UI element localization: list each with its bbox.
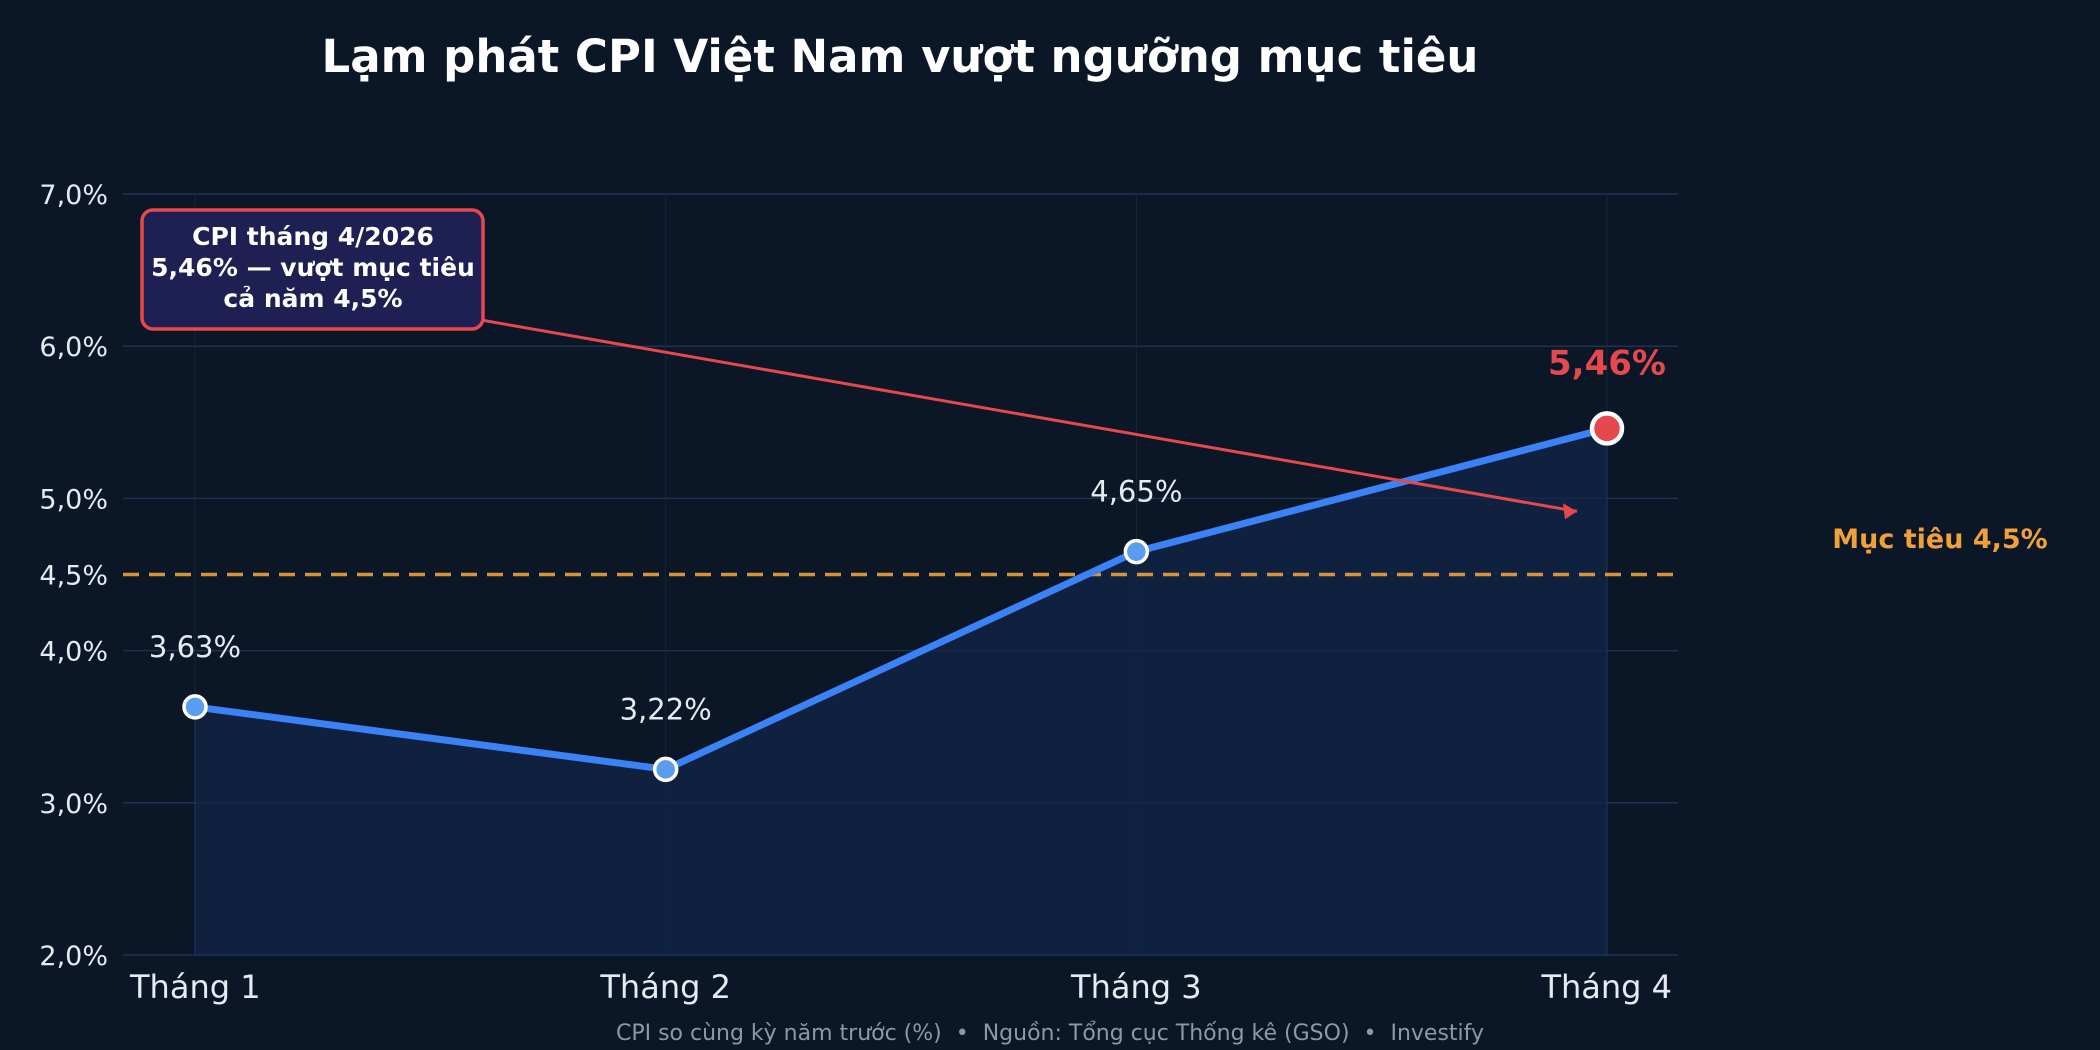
y-tick-label: 4,5% bbox=[39, 561, 108, 592]
callout-text-line: cả năm 4,5% bbox=[223, 284, 402, 313]
x-tick-label: Tháng 1 bbox=[129, 968, 261, 1006]
data-label: 4,65% bbox=[1090, 475, 1182, 509]
data-label-highlight: 5,46% bbox=[1548, 343, 1666, 383]
data-point bbox=[1123, 538, 1150, 565]
callout-text-line: CPI tháng 4/2026 bbox=[192, 222, 434, 251]
chart-title: Lạm phát CPI Việt Nam vượt ngưỡng mục ti… bbox=[322, 30, 1479, 83]
data-label: 3,63% bbox=[149, 630, 241, 664]
callout-box bbox=[140, 208, 485, 331]
series-line-group bbox=[191, 424, 1611, 773]
callout-arrow bbox=[457, 314, 1578, 513]
y-tick-label: 6,0% bbox=[39, 332, 108, 363]
y-tick-label: 5,0% bbox=[39, 484, 108, 515]
y-tick-label: 4,0% bbox=[39, 637, 108, 668]
callout-text-line: 5,46% — vượt mục tiêu bbox=[151, 253, 475, 282]
y-tick-label: 2,0% bbox=[39, 941, 108, 972]
x-tick-label: Tháng 2 bbox=[599, 968, 731, 1006]
series-line bbox=[191, 424, 1611, 773]
target-line-group: Mục tiêu 4,5% bbox=[123, 524, 2048, 577]
data-label: 3,22% bbox=[620, 692, 712, 726]
data-labels: 3,63% 3,22% 4,65% 5,46% bbox=[149, 343, 1666, 726]
x-tick-label: Tháng 3 bbox=[1070, 968, 1202, 1006]
data-point bbox=[182, 694, 208, 720]
data-points bbox=[182, 411, 1625, 783]
data-point-highlight bbox=[1589, 411, 1625, 446]
callout-arrowhead bbox=[1563, 503, 1577, 520]
data-point bbox=[652, 756, 679, 783]
x-tick-label: Tháng 4 bbox=[1540, 968, 1672, 1006]
target-label: Mục tiêu 4,5% bbox=[1832, 524, 2047, 555]
axes: 2,0% 3,0% 4,0% 4,5% 5,0% 6,0% 7,0% Tháng 1 Tháng… bbox=[39, 180, 1672, 1006]
chart-footer: CPI so cùng kỳ năm trước (%) • Nguồn: Tổ… bbox=[616, 1021, 1484, 1046]
y-tick-label: 3,0% bbox=[39, 789, 108, 820]
y-tick-label: 7,0% bbox=[39, 180, 108, 211]
